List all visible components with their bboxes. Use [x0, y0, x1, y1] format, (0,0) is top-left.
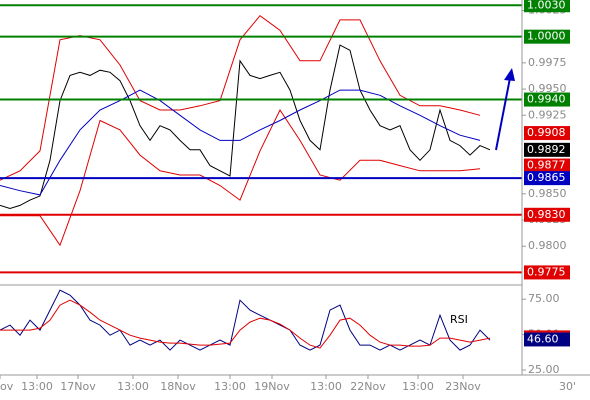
arrow	[495, 77, 511, 151]
x-tick-label: ov	[0, 380, 14, 393]
series-line	[0, 89, 481, 196]
y-tick-label: 0.9950	[528, 82, 567, 95]
level-tag	[524, 126, 570, 141]
x-tick-label: 13:00	[310, 380, 342, 393]
level-tag	[524, 29, 570, 44]
series-line	[0, 44, 491, 210]
x-tick-label: 19Nov	[254, 380, 290, 393]
x-tick-label: 17Nov	[60, 380, 96, 393]
current-tag	[524, 332, 570, 347]
current-tag-edge	[524, 330, 570, 333]
y-tick-label: 0.9925	[528, 108, 567, 121]
y-tick-label: 75.00	[528, 292, 560, 305]
y-tick-label: 0.9850	[528, 187, 567, 200]
y-tick-label: 25.00	[528, 363, 560, 376]
y-tick-label: 0.9975	[528, 56, 567, 69]
series-line	[0, 15, 481, 181]
level-tag	[524, 265, 570, 280]
series-line	[0, 299, 491, 349]
timeframe-label: 30'	[559, 380, 576, 393]
x-tick-label: 22Nov	[350, 380, 386, 393]
plot	[0, 4, 522, 351]
x-tick-label: 13:00	[117, 380, 149, 393]
y-tick-label: 0.9800	[528, 239, 567, 252]
level-tag	[524, 92, 570, 107]
level-tag	[524, 158, 570, 173]
rsi-title: RSI	[450, 313, 468, 326]
level-label: 1.0000	[527, 30, 566, 43]
level-label: 1.0030	[527, 0, 566, 11]
series-line	[0, 108, 481, 247]
x-tick-label: 13:00	[214, 380, 246, 393]
x-tick-label: 23Nov	[445, 380, 481, 393]
x-tick-label: 13:00	[21, 380, 53, 393]
arrow-head	[504, 68, 515, 81]
level-label: 0.9865	[527, 171, 566, 184]
x-tick-label: 18Nov	[160, 380, 196, 393]
level-label: 0.9775	[527, 265, 566, 278]
level-tag	[524, 0, 570, 13]
level-label: 0.9940	[527, 93, 566, 106]
level-label: 0.9830	[527, 208, 566, 221]
level-label: 0.9892	[527, 143, 566, 156]
level-label: 0.9877	[527, 159, 566, 172]
level-label: 0.9908	[527, 126, 566, 139]
current-label: 46.60	[527, 332, 559, 345]
level-tag	[524, 171, 570, 186]
level-tag	[524, 207, 570, 222]
level-tag	[524, 142, 570, 157]
x-tick-label: 13:00	[402, 380, 434, 393]
